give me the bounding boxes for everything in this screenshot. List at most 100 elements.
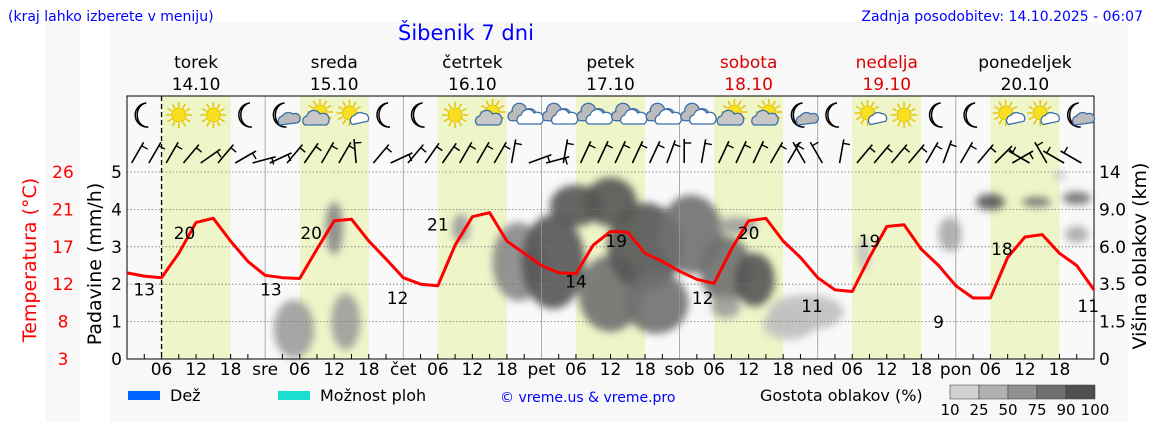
- wind-barb-flag: [970, 145, 977, 150]
- sun-ray: [1043, 101, 1048, 107]
- sun-icon: [200, 102, 227, 128]
- wind-barb-flag: [230, 147, 237, 153]
- x-tick-hour: 06: [980, 360, 1002, 380]
- sun-ray: [308, 104, 314, 109]
- x-tick-hour: 12: [185, 360, 207, 380]
- temperature-label: 9: [933, 313, 944, 333]
- moon-icon: [410, 102, 425, 128]
- cloud-cell: [1065, 226, 1089, 243]
- day-name: nedelja: [856, 53, 918, 73]
- sun-ray: [185, 107, 191, 112]
- temperature-label: 20: [174, 224, 196, 244]
- cloud-cell: [1053, 171, 1066, 180]
- moon-shape: [963, 102, 978, 128]
- moon-shape: [272, 102, 287, 128]
- wind-barb-flag: [1011, 146, 1017, 154]
- wind-barb-flag: [354, 141, 362, 144]
- cloud-height-tick: 1.5: [1099, 313, 1126, 333]
- wind-barb-flag: [903, 147, 911, 153]
- copyright-link[interactable]: © vreme.us & vreme.pro: [500, 390, 675, 406]
- moon-shape: [790, 102, 805, 128]
- x-tick-hour: 06: [289, 360, 311, 380]
- density-scale: 10 25 50 75 90 100: [940, 384, 1109, 419]
- sun-cloud-icon: [474, 99, 506, 126]
- sun-ray: [896, 103, 901, 109]
- wind-barb-shaft: [510, 139, 517, 164]
- sun-ray: [337, 116, 343, 121]
- temperature-tick: 17: [52, 238, 74, 258]
- density-swatch: [949, 384, 980, 400]
- cloud-shape: [349, 111, 370, 126]
- moon-shape: [410, 102, 425, 128]
- wind-barb-flag: [348, 145, 356, 150]
- sun-ray: [740, 104, 747, 109]
- density-swatch: [1036, 384, 1067, 400]
- cloud-shape: [867, 111, 888, 126]
- x-tick-hour: 06: [565, 360, 587, 380]
- x-tick-hour: 12: [738, 360, 760, 380]
- temperature-label: 20: [738, 224, 760, 244]
- day-name: petek: [586, 53, 634, 73]
- sun-ray: [757, 104, 763, 109]
- temperature-label: 18: [991, 240, 1013, 260]
- cloud-shape: [716, 109, 745, 126]
- precip-axis-label: Padavine (mm/h): [84, 183, 106, 346]
- cloud-shape: [1071, 111, 1096, 126]
- sun-ray: [312, 100, 317, 106]
- wind-barb-flag: [673, 143, 681, 148]
- wind-barb-flag: [842, 142, 851, 146]
- wind-barb-flag: [935, 145, 943, 150]
- wind-barb-shaft: [579, 140, 592, 164]
- x-tick-day: pon: [940, 360, 972, 380]
- x-tick-hour: 06: [703, 360, 725, 380]
- x-tick-day: pet: [527, 360, 555, 380]
- wind-barb-flag: [315, 146, 322, 152]
- temperature-tick: 26: [52, 163, 74, 183]
- location-hint[interactable]: (kraj lahko izberete v meniju): [8, 9, 214, 25]
- sun-ray: [485, 100, 490, 106]
- cloud-cell: [273, 299, 315, 359]
- sun-ray: [910, 118, 916, 123]
- wind-barb-flag: [158, 145, 166, 150]
- wind-barb-flag: [564, 157, 568, 165]
- sun-ray: [443, 118, 449, 123]
- wind-barb-flag: [453, 146, 461, 152]
- cloud-cell: [331, 293, 361, 350]
- moon-icon: [928, 102, 943, 128]
- sun-small-cloud-icon: [992, 100, 1026, 126]
- day-date: 20.10: [1001, 75, 1050, 95]
- cloud-cell: [1021, 196, 1051, 207]
- cloud-height-axis-label: Višina oblakov (km): [1129, 163, 1151, 350]
- sun-ray: [461, 107, 467, 112]
- density-swatch: [1065, 384, 1096, 400]
- wind-barb-shaft: [873, 144, 891, 164]
- cloud-cell: [975, 193, 1005, 210]
- sun-ray: [219, 107, 225, 112]
- day-date: 17.10: [586, 75, 635, 95]
- temperature-label: 12: [387, 289, 409, 309]
- legend-rain: Dež: [170, 386, 201, 405]
- cloud-cell: [734, 253, 775, 307]
- sun-ray: [447, 103, 452, 109]
- cloudy-icon: [576, 102, 614, 125]
- x-tick-hour: 18: [634, 360, 656, 380]
- sun-ray: [892, 118, 898, 123]
- cloud-shape: [302, 109, 330, 126]
- moon-icon: [825, 102, 840, 128]
- moon-shape: [238, 102, 252, 128]
- wind-barb-flag: [744, 144, 752, 149]
- sun-small-cloud-icon: [1027, 100, 1060, 126]
- wind-barb-flag: [921, 147, 928, 153]
- cloud-cell: [624, 272, 689, 334]
- sun-ray: [443, 107, 449, 112]
- sun-ray: [892, 107, 898, 112]
- wind-barb-flag: [794, 141, 802, 147]
- wind-barb-flag: [606, 144, 613, 149]
- density-swatch: [1007, 384, 1038, 400]
- sun-ray: [356, 105, 362, 110]
- day-date: 18.10: [724, 75, 773, 95]
- moon-cloud-icon: [1066, 102, 1096, 128]
- moon-shape: [928, 102, 943, 128]
- sun-ray: [326, 104, 332, 109]
